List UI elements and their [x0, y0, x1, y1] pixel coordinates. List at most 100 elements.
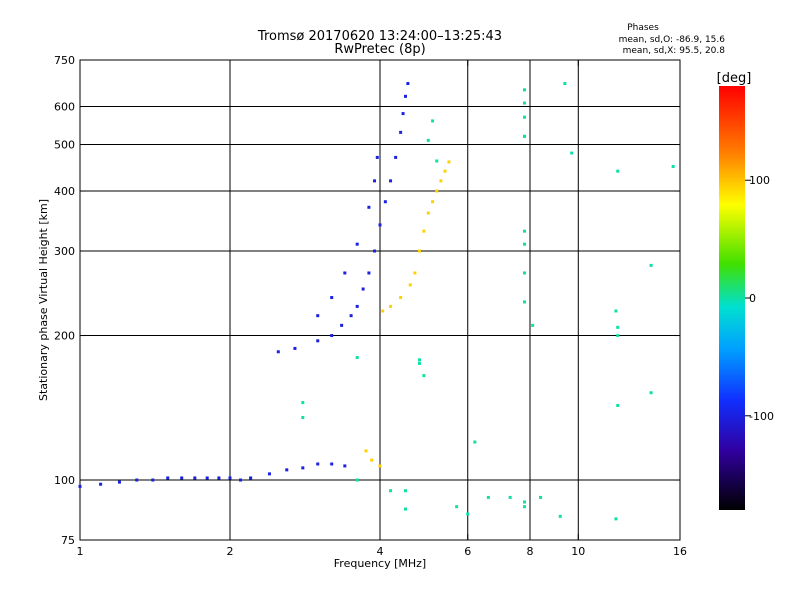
data-point	[399, 130, 403, 134]
data-point	[523, 134, 527, 138]
data-point	[426, 138, 430, 142]
data-point	[316, 462, 320, 466]
y-tick-label: 100	[54, 474, 75, 487]
data-point	[355, 242, 359, 246]
data-point	[616, 403, 620, 407]
data-point	[558, 514, 562, 518]
data-point	[285, 468, 289, 472]
phases-heading: Phases	[627, 23, 659, 33]
data-point	[523, 500, 527, 504]
data-point	[375, 155, 379, 159]
data-point	[431, 119, 435, 123]
data-point	[614, 517, 618, 521]
data-point	[614, 309, 618, 313]
data-point	[373, 249, 377, 253]
data-point	[301, 466, 305, 470]
data-point	[431, 200, 435, 204]
y-tick-label: 75	[61, 534, 75, 547]
data-point	[426, 211, 430, 215]
data-point	[435, 189, 439, 193]
y-axis-label: Stationary phase Virtual Height [km]	[37, 199, 50, 401]
data-point	[486, 495, 490, 499]
data-point	[616, 334, 620, 338]
chart-title: Tromsø 20170620 13:24:00–13:25:43	[257, 29, 502, 44]
y-tick-label: 750	[54, 54, 75, 67]
y-tick-label: 200	[54, 330, 75, 343]
data-point	[330, 296, 334, 300]
data-point	[401, 112, 405, 116]
data-point	[267, 472, 271, 476]
data-point	[330, 334, 334, 338]
phases-x-stats: mean, sd,X: 95.5, 20.8	[623, 46, 726, 56]
data-point	[523, 88, 527, 92]
data-point	[616, 169, 620, 173]
data-points	[78, 82, 675, 521]
data-point	[378, 223, 382, 227]
colorbar-tick-label: 100	[749, 174, 770, 187]
x-axis-label: Frequency [MHz]	[334, 557, 426, 570]
data-point	[217, 476, 221, 480]
x-tick-label: 2	[227, 545, 234, 558]
data-point	[239, 478, 243, 482]
colorbar-ticks: 100 0 -100	[745, 174, 774, 423]
data-point	[276, 350, 280, 354]
data-point	[316, 339, 320, 343]
data-point	[473, 440, 477, 444]
data-point	[383, 200, 387, 204]
data-point	[355, 355, 359, 359]
data-point	[355, 304, 359, 308]
data-point	[413, 271, 417, 275]
phases-o-stats: mean, sd,O: -86.9, 15.6	[619, 35, 726, 45]
data-point	[364, 449, 368, 453]
data-point	[389, 304, 393, 308]
data-point	[417, 249, 421, 253]
data-point	[381, 309, 385, 313]
data-point	[205, 476, 209, 480]
data-point	[367, 271, 371, 275]
data-point	[523, 115, 527, 119]
data-point	[523, 229, 527, 233]
y-tick-label: 400	[54, 185, 75, 198]
data-point	[166, 476, 170, 480]
data-point	[301, 415, 305, 419]
data-point	[439, 179, 443, 183]
data-point	[78, 484, 82, 488]
data-point	[370, 458, 374, 462]
data-point	[378, 464, 382, 468]
x-tick-label: 16	[673, 545, 687, 558]
data-point	[523, 271, 527, 275]
data-point	[455, 505, 459, 509]
data-point	[539, 495, 543, 499]
y-tick-label: 500	[54, 139, 75, 152]
colorbar-tick-label: 0	[749, 292, 756, 305]
data-point	[649, 263, 653, 267]
data-point	[394, 155, 398, 159]
x-tick-label: 4	[377, 545, 384, 558]
data-point	[523, 300, 527, 304]
data-point	[417, 361, 421, 365]
data-point	[570, 151, 574, 155]
data-point	[399, 296, 403, 300]
data-point	[361, 287, 365, 291]
y-tick-label: 600	[54, 101, 75, 114]
data-point	[563, 82, 567, 86]
data-point	[228, 476, 232, 480]
data-point	[343, 271, 347, 275]
data-point	[435, 159, 439, 163]
data-point	[367, 205, 371, 209]
colorbar-label: [deg]	[717, 71, 752, 86]
data-point	[293, 346, 297, 350]
data-point	[151, 478, 155, 482]
data-point	[99, 482, 103, 486]
y-tick-label: 300	[54, 245, 75, 258]
x-tick-label: 1	[77, 545, 84, 558]
data-point	[389, 179, 393, 183]
data-point	[616, 325, 620, 329]
data-point	[523, 101, 527, 105]
data-point	[373, 179, 377, 183]
data-point	[443, 169, 447, 173]
data-point	[671, 164, 675, 168]
data-point	[649, 391, 653, 395]
x-tick-label: 8	[527, 545, 534, 558]
data-point	[389, 489, 393, 493]
